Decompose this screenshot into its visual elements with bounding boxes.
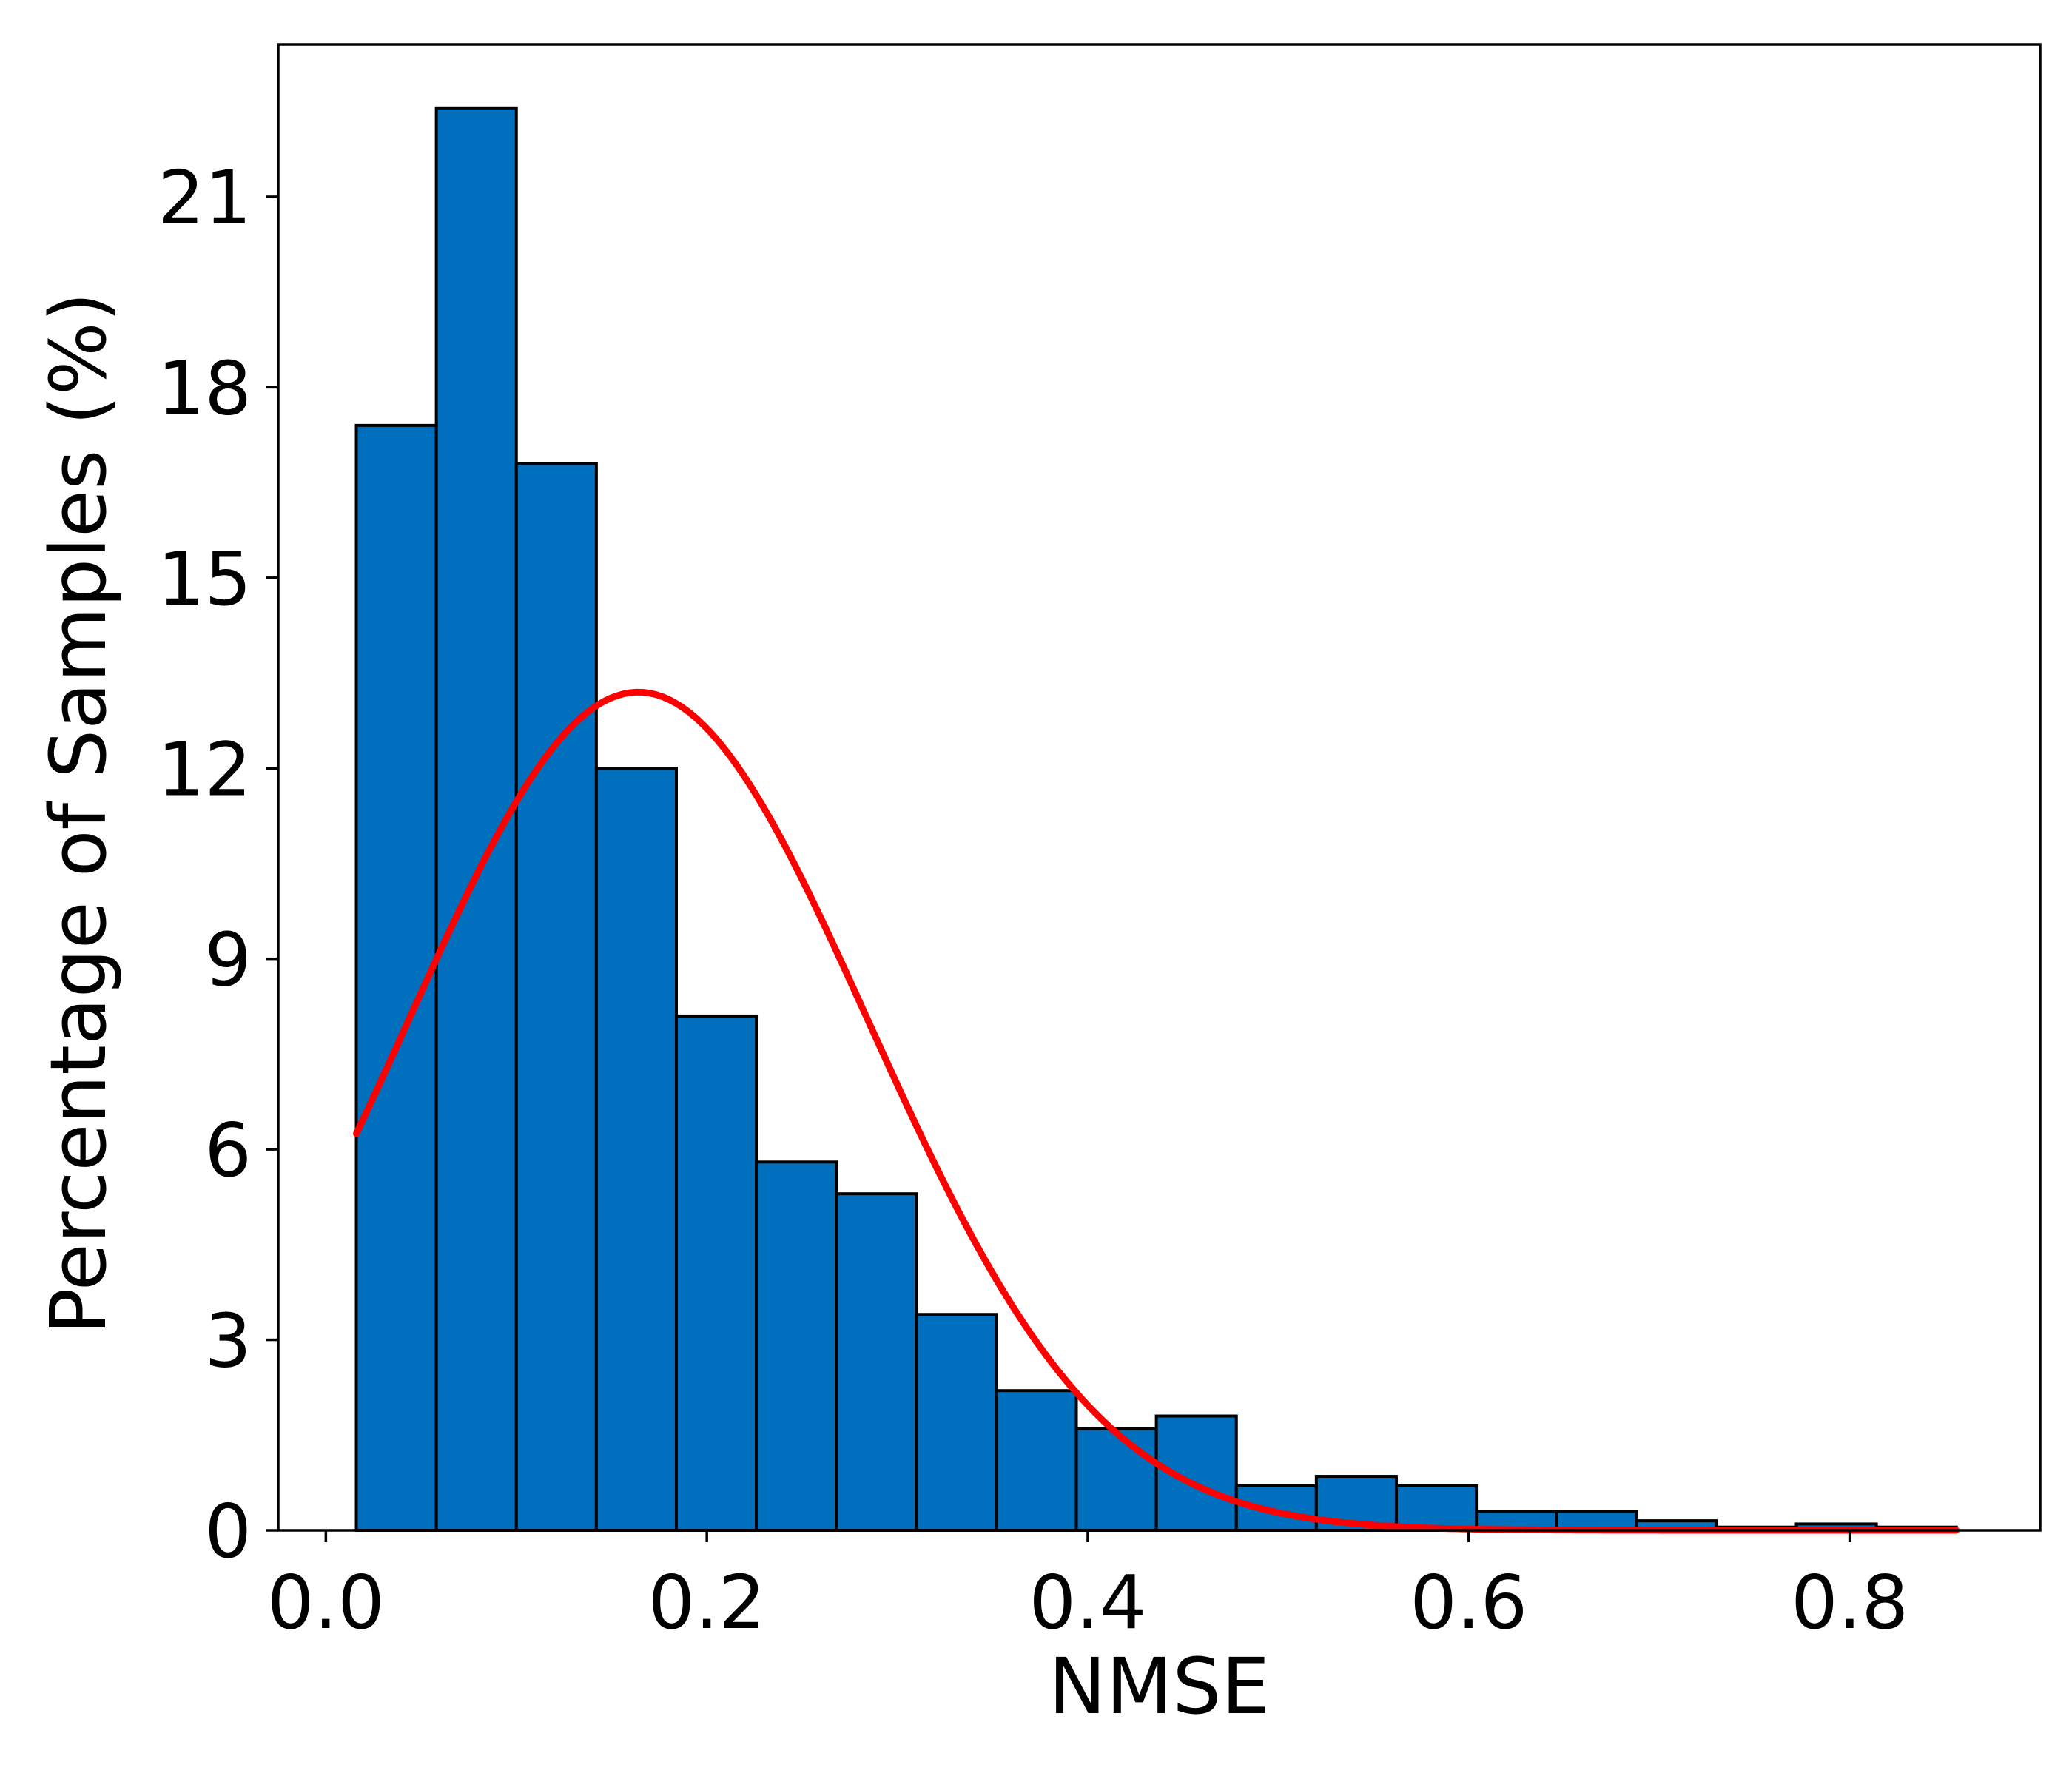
y-tick-label: 9 [204,917,252,1003]
y-tick-label: 3 [204,1298,252,1385]
x-axis-ticks: 0.0 0.2 0.4 0.6 0.8 [267,1530,1908,1646]
histogram-bar [594,767,678,1532]
histogram-bar [354,423,438,1532]
x-tick-label: 0.4 [1029,1559,1146,1646]
x-tick-label: 0.8 [1791,1559,1908,1646]
histogram-bar [674,1014,758,1532]
y-tick-label: 0 [204,1488,252,1575]
y-axis-ticks: 0 3 6 9 12 15 18 21 [158,155,278,1575]
histogram-bar [1074,1427,1158,1532]
x-tick-label: 0.2 [648,1559,766,1646]
x-axis-title: NMSE [1049,1641,1270,1732]
y-tick-label: 15 [158,536,252,622]
histogram-bar [514,462,598,1532]
histogram-bar [1394,1484,1479,1533]
histogram-bar [915,1313,998,1532]
histogram-bar [755,1160,838,1533]
x-tick-label: 0.6 [1410,1559,1527,1646]
y-tick-label: 21 [158,155,252,241]
y-tick-label: 18 [158,345,252,431]
histogram-bar [835,1192,918,1532]
y-axis-title: Percentage of Samples (%) [33,292,124,1335]
plot-frame [277,43,2042,1532]
x-tick-label: 0.0 [267,1559,385,1646]
y-tick-label: 12 [158,726,252,813]
y-tick-label: 6 [204,1107,252,1194]
histogram-bars [354,106,1958,1533]
histogram-bar [995,1389,1078,1532]
